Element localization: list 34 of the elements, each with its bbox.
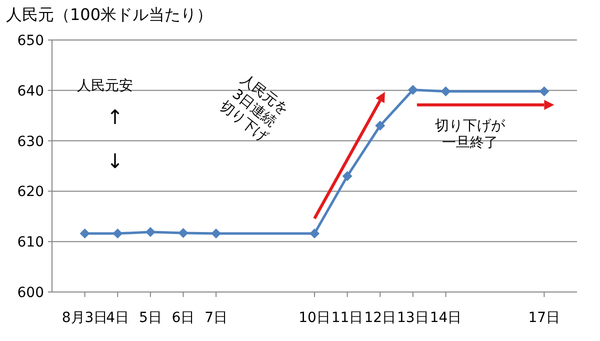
point [80, 228, 90, 239]
x-tick-label: 12日 [364, 310, 396, 326]
x-tick-label: 10日 [298, 310, 330, 326]
point [539, 86, 550, 96]
y-tick-label: 650 [17, 33, 44, 49]
x-tick-label: 5日 [138, 310, 162, 326]
x-tick-label: 6日 [172, 310, 195, 326]
point [310, 228, 320, 239]
chart-title: 人民元（100米ドル当たり） [6, 5, 213, 24]
y-tick-label: 640 [17, 83, 44, 100]
point [211, 228, 222, 239]
x-tick-label: 7日 [204, 310, 228, 326]
x-tick-label: 14日 [430, 310, 462, 326]
point [375, 120, 386, 131]
annotation: 切り下げが一旦終了 [435, 118, 506, 151]
x-tick-label: 11日 [331, 310, 364, 326]
point [112, 228, 123, 239]
y-tick-label: 600 [17, 285, 44, 301]
annotation: 人民元安 [77, 78, 133, 94]
x-tick-label: 17日 [528, 310, 560, 326]
point [178, 228, 188, 238]
annotation: ↓ [106, 149, 124, 173]
x-tick-label: 13日 [397, 310, 429, 326]
y-tick-label: 630 [17, 134, 44, 150]
y-tick-label: 620 [17, 184, 44, 200]
x-tick-label: 4日 [106, 310, 130, 326]
point [342, 171, 352, 182]
annotation: ↑ [106, 105, 124, 129]
point [440, 86, 451, 96]
point [145, 227, 156, 238]
annotation: 人民元を3日連続切り下げ [216, 71, 292, 146]
y-tick-label: 610 [17, 234, 44, 251]
point [408, 84, 418, 95]
x-tick-label: 8月3日 [62, 310, 108, 326]
